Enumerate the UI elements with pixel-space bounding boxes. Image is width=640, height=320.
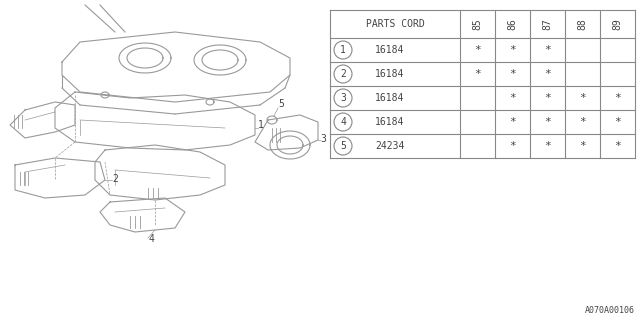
Text: *: * <box>579 141 586 151</box>
Text: *: * <box>509 69 516 79</box>
Text: 16184: 16184 <box>375 45 404 55</box>
Text: *: * <box>544 141 551 151</box>
Text: 5: 5 <box>340 141 346 151</box>
Text: PARTS CORD: PARTS CORD <box>365 19 424 29</box>
Text: 1: 1 <box>340 45 346 55</box>
Text: *: * <box>509 45 516 55</box>
Text: *: * <box>509 93 516 103</box>
Text: 4: 4 <box>148 234 154 244</box>
Text: 3: 3 <box>320 134 326 144</box>
Text: 2: 2 <box>340 69 346 79</box>
Text: *: * <box>544 93 551 103</box>
Text: 88: 88 <box>577 18 588 30</box>
Text: *: * <box>579 117 586 127</box>
Text: *: * <box>509 117 516 127</box>
Text: 87: 87 <box>543 18 552 30</box>
Text: *: * <box>544 45 551 55</box>
Text: 89: 89 <box>612 18 623 30</box>
Text: 2: 2 <box>112 174 118 184</box>
Text: 16184: 16184 <box>375 93 404 103</box>
Text: *: * <box>614 93 621 103</box>
Text: *: * <box>544 69 551 79</box>
Text: 16184: 16184 <box>375 117 404 127</box>
Text: 16184: 16184 <box>375 69 404 79</box>
Text: *: * <box>474 69 481 79</box>
Text: 3: 3 <box>340 93 346 103</box>
Text: 85: 85 <box>472 18 483 30</box>
Text: *: * <box>614 141 621 151</box>
Text: 86: 86 <box>508 18 518 30</box>
Text: 1: 1 <box>258 120 264 130</box>
Text: *: * <box>509 141 516 151</box>
Text: *: * <box>614 117 621 127</box>
Text: 24234: 24234 <box>375 141 404 151</box>
Text: *: * <box>579 93 586 103</box>
Text: *: * <box>474 45 481 55</box>
Text: *: * <box>544 117 551 127</box>
Text: A070A00106: A070A00106 <box>585 306 635 315</box>
Text: 4: 4 <box>340 117 346 127</box>
Text: 5: 5 <box>278 99 284 109</box>
